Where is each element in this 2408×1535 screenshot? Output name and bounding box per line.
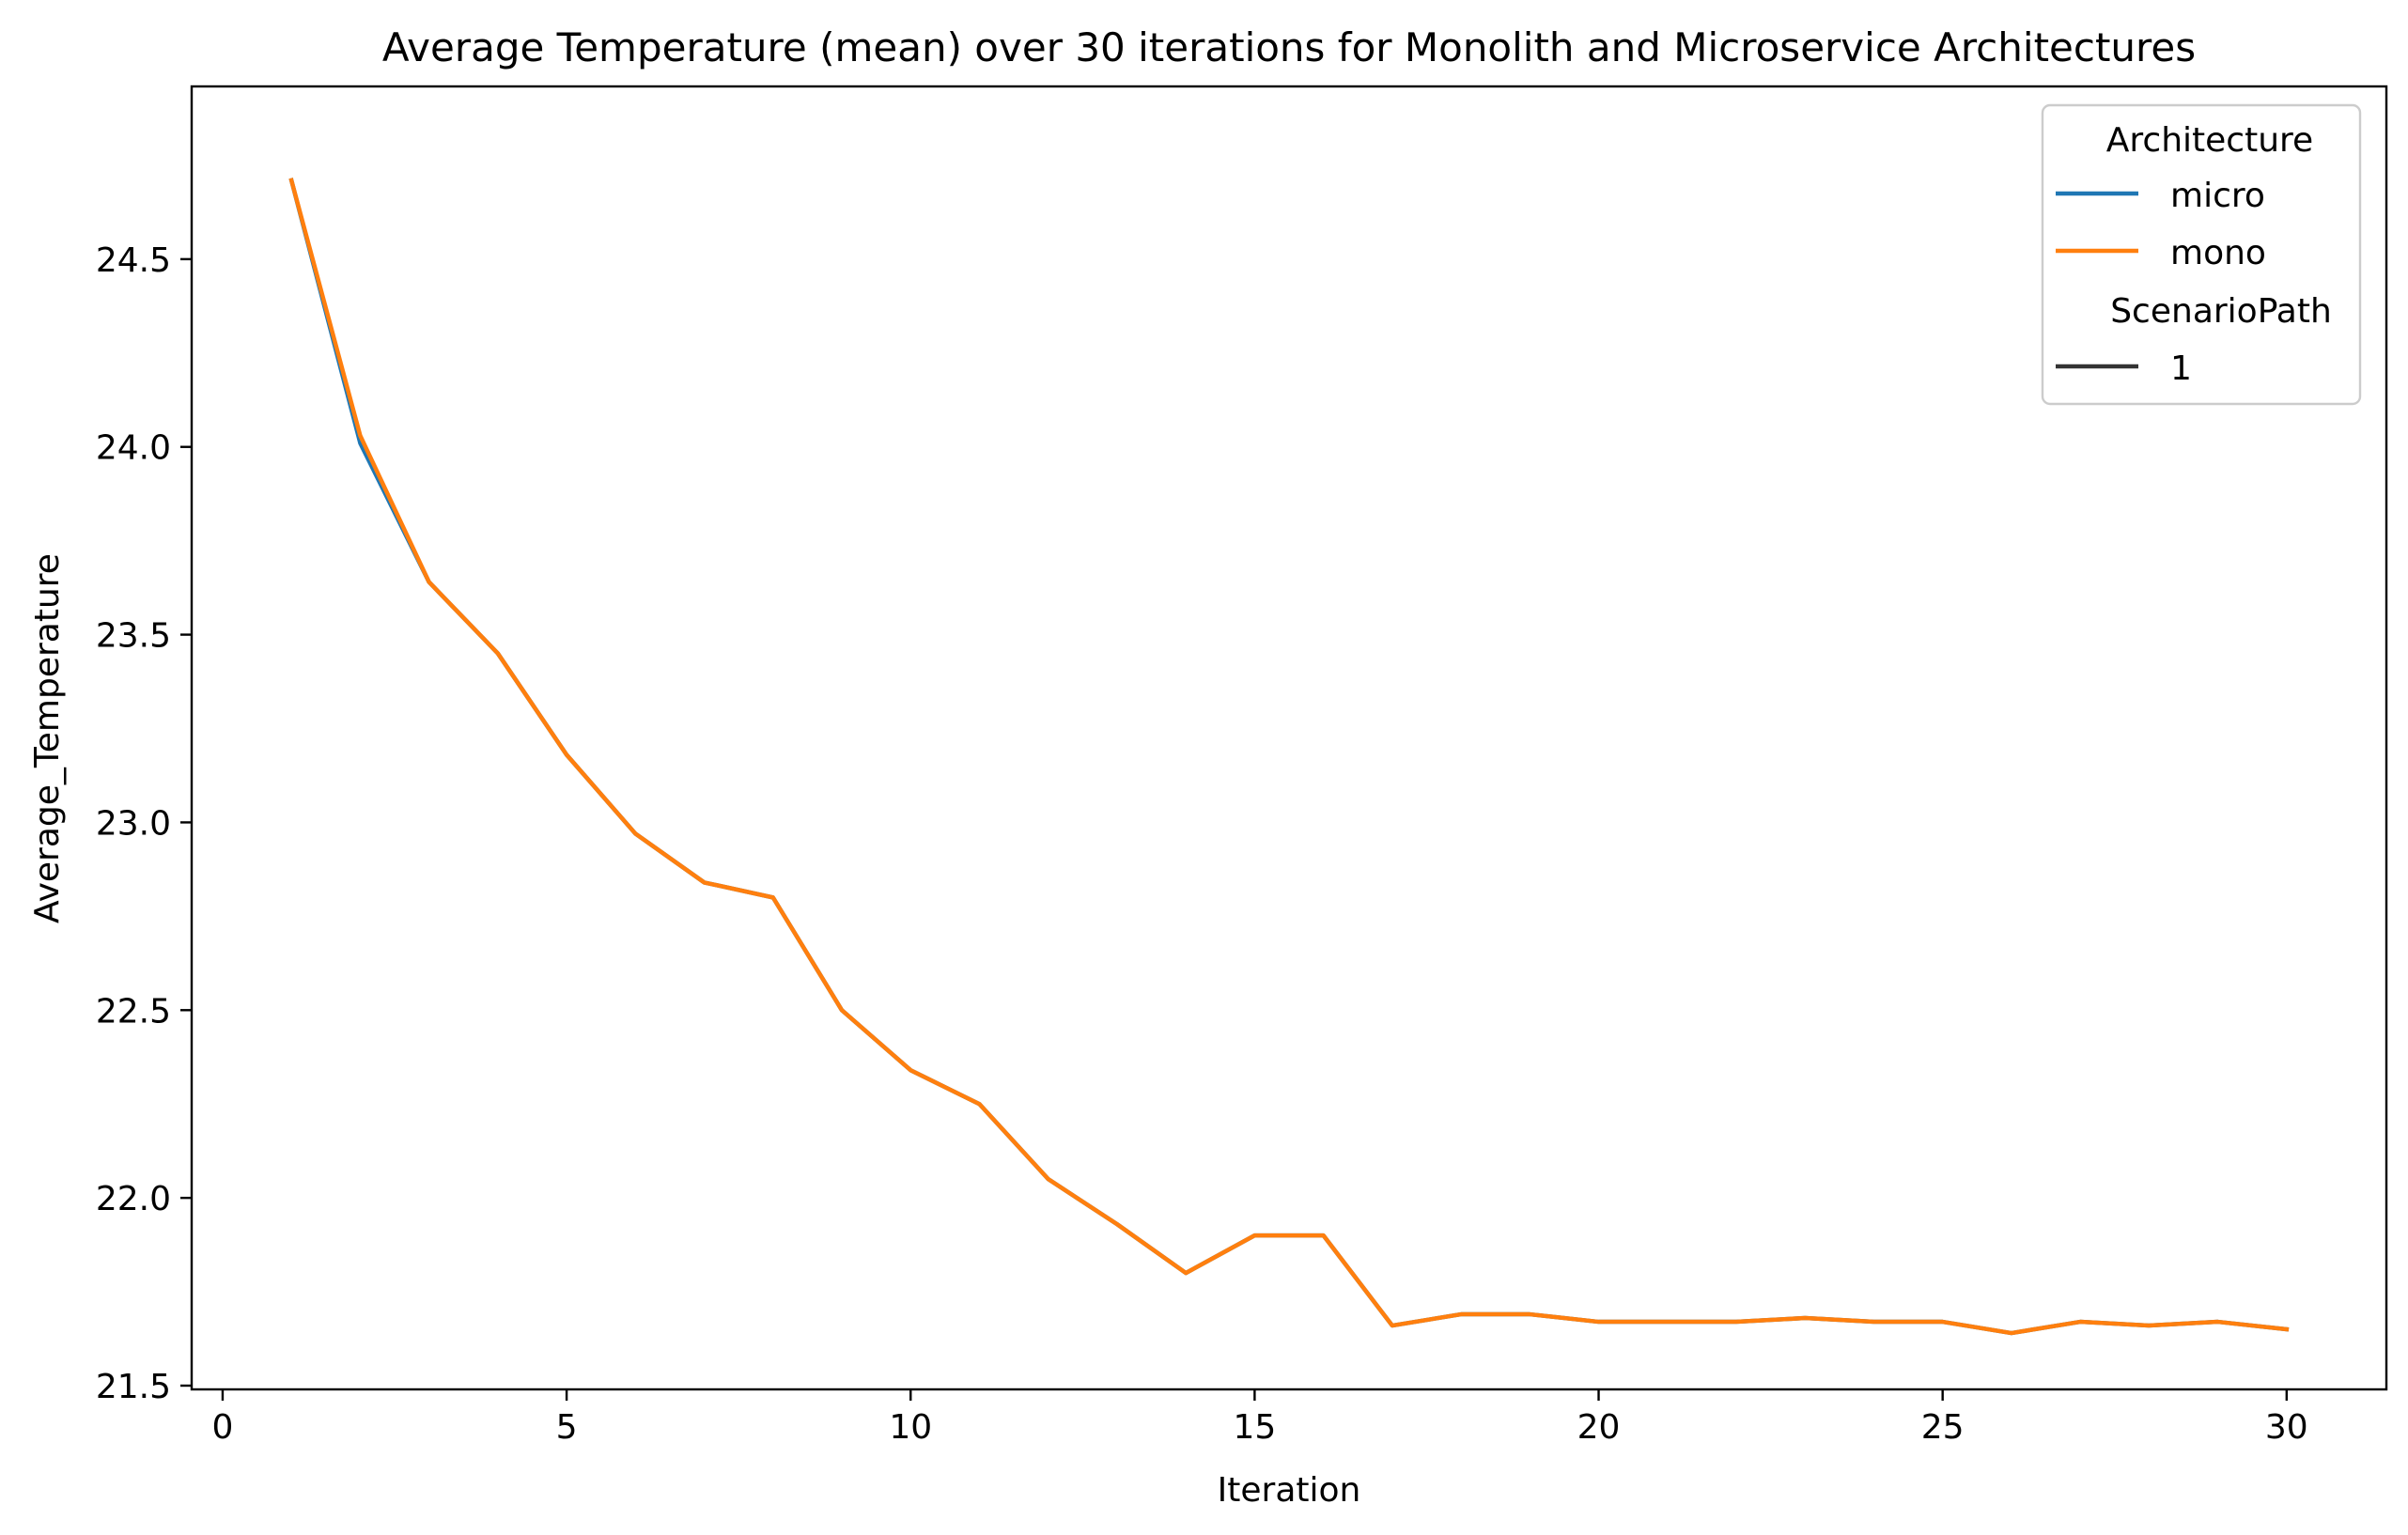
plot-frame — [190, 85, 2388, 1391]
y-tick-label: 24.0 — [96, 429, 171, 468]
x-axis-ticks: 0 5 10 15 20 25 30 — [211, 1389, 2308, 1447]
y-axis-label: Average_Temperature — [28, 553, 67, 923]
y-axis-ticks: 21.5 22.0 22.5 23.0 23.5 24.0 24.5 — [96, 241, 192, 1406]
x-tick-label: 20 — [1577, 1408, 1621, 1447]
legend-title-scenariopath: ScenarioPath — [2110, 292, 2332, 331]
y-tick-label: 24.5 — [96, 241, 171, 280]
y-tick-label: 23.0 — [96, 804, 171, 843]
x-tick-label: 5 — [556, 1408, 578, 1447]
y-tick-label: 22.0 — [96, 1180, 171, 1218]
y-tick-label: 22.5 — [96, 992, 171, 1031]
x-tick-label: 0 — [211, 1408, 233, 1447]
legend-label-mono: mono — [2170, 234, 2266, 272]
x-tick-label: 15 — [1233, 1408, 1276, 1447]
legend: Architecture micro mono ScenarioPath 1 — [2041, 103, 2362, 406]
legend-frame — [2041, 103, 2362, 406]
series-line-mono — [288, 178, 2290, 1336]
legend-title-architecture: Architecture — [2106, 121, 2313, 160]
plot-lines — [288, 178, 2290, 1336]
x-axis-label: Iteration — [1218, 1471, 1361, 1510]
legend-label-scenario-1: 1 — [2170, 349, 2192, 388]
legend-label-micro: micro — [2170, 177, 2265, 215]
x-tick-label: 25 — [1921, 1408, 1965, 1447]
y-tick-label: 23.5 — [96, 617, 171, 656]
x-tick-label: 30 — [2265, 1408, 2308, 1447]
x-tick-label: 10 — [889, 1408, 932, 1447]
chart-title: Average Temperature (mean) over 30 itera… — [382, 24, 2196, 70]
y-tick-label: 21.5 — [96, 1368, 171, 1406]
